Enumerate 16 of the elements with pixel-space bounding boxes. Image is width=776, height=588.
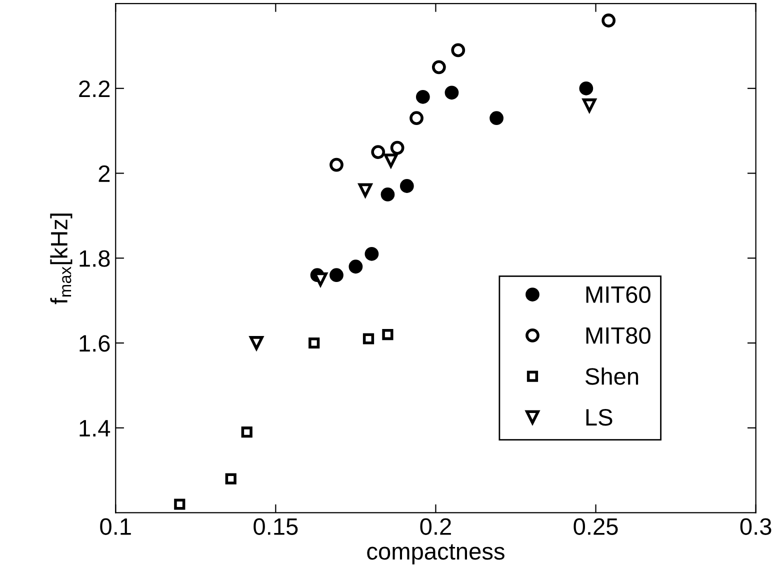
- x-axis-title: compactness: [367, 544, 504, 564]
- x-tick-label: 0.1: [100, 518, 131, 535]
- x-tick-label: 0.15: [254, 518, 298, 535]
- y-tick-label: 2: [98, 165, 110, 182]
- legend-label: MIT60: [586, 286, 650, 304]
- legend-label: MIT80: [586, 327, 650, 344]
- y-tick-label: 1.6: [80, 335, 110, 352]
- y-tick-label: 2.2: [79, 80, 110, 97]
- x-tick-label: 0.3: [740, 518, 772, 535]
- x-tick-label: 0.2: [420, 518, 451, 535]
- legend-label: Shen: [586, 367, 638, 385]
- x-tick-label: 0.25: [574, 518, 618, 535]
- y-tick-label: 1.8: [80, 250, 110, 267]
- y-tick-label: 1.4: [80, 420, 110, 436]
- legend-label: LS: [586, 408, 612, 426]
- y-axis-title: f$_{max}$[kHz]: [50, 214, 72, 304]
